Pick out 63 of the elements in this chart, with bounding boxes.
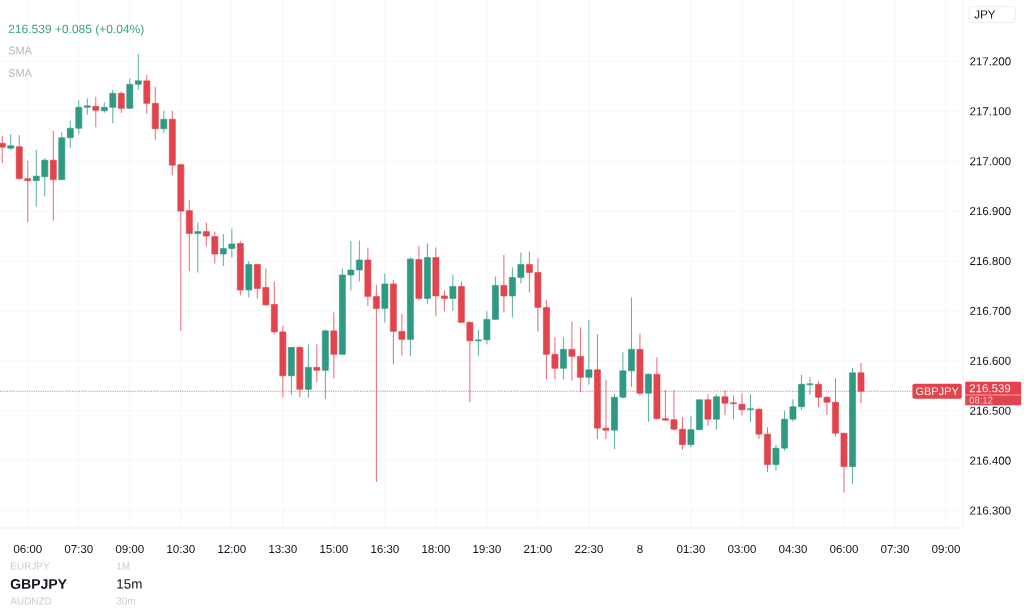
text: 08:12	[969, 396, 993, 404]
x-tick-label: 09:00	[115, 544, 144, 554]
y-tick-label: 216.600	[970, 356, 1011, 365]
annotation: SMA	[8, 46, 33, 55]
x-tick-label: 07:30	[881, 544, 909, 554]
candlestick	[449, 274, 457, 312]
candlestick	[500, 254, 508, 313]
x-tick-label: 13:30	[269, 544, 297, 554]
annotation: GBPJPY	[915, 387, 959, 396]
candlestick	[7, 133, 15, 151]
x-tick-label: 10:30	[167, 544, 195, 554]
candlestick	[194, 222, 202, 273]
x-tick-label: 06:00	[830, 544, 858, 554]
x-tick-label: 21:00	[524, 544, 552, 554]
x-tick-label: 19:30	[473, 544, 501, 554]
y-tick-label: 216.900	[970, 207, 1011, 216]
x-tick-label: 09:00	[932, 544, 960, 554]
x-tick-label: 07:30	[64, 544, 93, 554]
candlestick	[704, 393, 712, 427]
y-tick-label: 217.000	[970, 157, 1011, 166]
candlestick	[92, 96, 100, 128]
text: 1M	[116, 562, 130, 570]
y-tick-label: 216.700	[970, 306, 1011, 315]
x-tick-label: 16:30	[371, 544, 399, 554]
candlestick	[0, 135, 6, 164]
ref-line-label: 216.539	[969, 384, 1011, 393]
y-tick-label: 216.500	[970, 406, 1011, 415]
candlestick	[747, 393, 754, 423]
text: 15m	[117, 579, 142, 589]
candlestick	[117, 90, 125, 114]
candlestick	[143, 74, 151, 115]
candlestick	[585, 319, 593, 386]
x-tick-label: 18:00	[422, 544, 450, 554]
y-tick-label: 217.200	[970, 57, 1011, 66]
y-tick-label: 216.300	[970, 506, 1011, 515]
x-tick-label: 06:00	[13, 544, 42, 554]
candlestick	[304, 343, 312, 399]
candlestick	[330, 312, 338, 379]
candlestick	[713, 393, 720, 431]
y-tick-label: 216.400	[970, 456, 1011, 465]
x-tick-label: 12:00	[218, 544, 246, 554]
x-tick-label: 04:30	[779, 544, 807, 554]
candlestick	[160, 110, 168, 134]
x-tick-label: 01:30	[677, 544, 705, 554]
y-tick-label: 216.800	[970, 256, 1011, 266]
text: GBPJPY	[10, 579, 67, 589]
x-tick-label: 22:30	[575, 544, 603, 554]
candlestick	[109, 89, 117, 124]
candlestick	[66, 120, 74, 149]
x-tick-label: 03:00	[728, 544, 756, 554]
annotation: SMA	[8, 69, 33, 77]
candlestick	[560, 336, 567, 380]
candlestick	[517, 252, 525, 284]
candlestick	[645, 372, 652, 423]
annotation: 216.539 +0.085 (+0.04%)	[8, 24, 144, 36]
x-tick-label: 15:00	[320, 544, 348, 554]
candlestick	[49, 130, 57, 221]
candlestick	[313, 343, 321, 383]
x-tick-label: 8	[637, 544, 643, 554]
text: 30m	[116, 597, 135, 605]
text: JPY	[974, 10, 996, 19]
candlestick	[509, 267, 516, 318]
y-tick-label: 217.100	[970, 107, 1011, 116]
